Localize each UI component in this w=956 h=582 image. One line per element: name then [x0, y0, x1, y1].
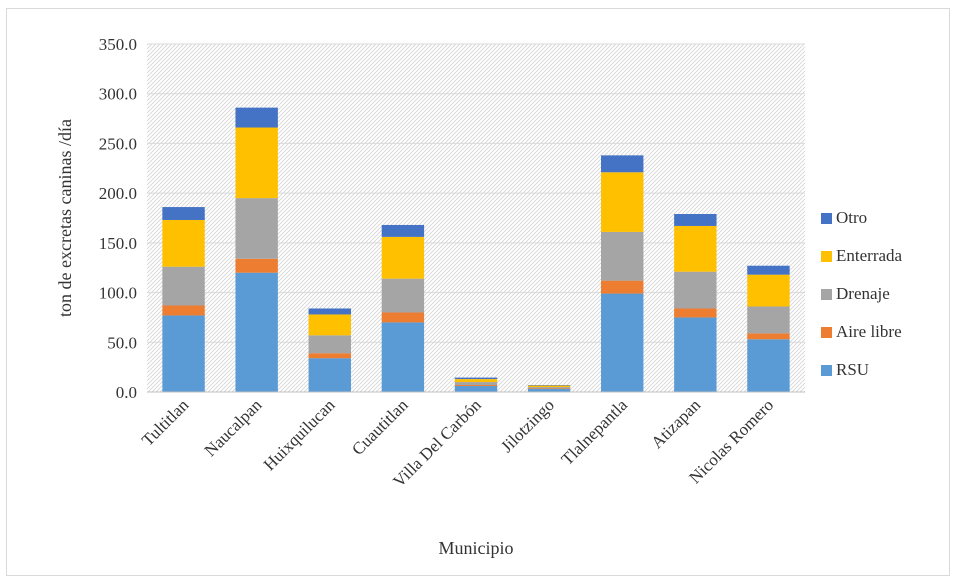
bar-segment-otro — [454, 377, 498, 380]
y-tick-label: 200.0 — [99, 184, 137, 203]
bar-segment-aire-libre — [308, 353, 351, 359]
bar-segment-drenaje — [527, 387, 571, 389]
bar-segment-aire-libre — [674, 308, 717, 318]
legend-swatch — [821, 365, 832, 376]
y-axis-title: ton de excretas caninas /día — [55, 119, 75, 317]
legend-label: Enterrada — [836, 246, 903, 265]
bar-segment-drenaje — [235, 198, 278, 259]
bar-segment-rsu — [454, 386, 498, 392]
chart-frame: 0.0 50.0 100.0 150.0 200.0 250.0 300.0 350.0 Tu… — [6, 8, 950, 576]
bar-segment-otro — [162, 207, 205, 220]
bar-segment-enterrada — [235, 127, 278, 199]
x-tick-label: Jilotzingo — [497, 395, 558, 456]
legend-label: Aire libre — [836, 322, 902, 341]
bar-stacks — [162, 107, 790, 392]
y-axis-tick-labels: 0.0 50.0 100.0 150.0 200.0 250.0 300.0 350.0 — [99, 35, 137, 402]
x-tick-label: Naucalpan — [201, 395, 266, 460]
bar-segment-otro — [308, 308, 351, 315]
bar-segment-otro — [381, 224, 425, 237]
legend-swatch — [821, 327, 832, 338]
bar-segment-rsu — [747, 339, 790, 392]
legend: Otro Enterrada Drenaje Aire libre RSU — [821, 208, 903, 379]
bar-segment-aire-libre — [601, 280, 644, 294]
bar-segment-enterrada — [381, 236, 425, 279]
bar-segment-enterrada — [601, 172, 644, 232]
bar-segment-enterrada — [527, 385, 571, 388]
legend-label: RSU — [836, 360, 869, 379]
y-tick-label: 100.0 — [99, 284, 137, 303]
bar-segment-drenaje — [162, 266, 205, 306]
bar-segment-rsu — [308, 358, 351, 392]
bar-segment-drenaje — [454, 382, 498, 386]
bar-segment-enterrada — [674, 225, 717, 272]
legend-swatch — [821, 251, 832, 262]
bar-segment-rsu — [674, 317, 717, 392]
bar-segment-aire-libre — [235, 258, 278, 273]
bar-segment-aire-libre — [381, 312, 425, 323]
bar-segment-drenaje — [674, 271, 717, 309]
bar-segment-otro — [674, 214, 717, 226]
legend-swatch — [821, 213, 832, 224]
bar-segment-otro — [747, 265, 790, 275]
x-tick-label: Atizapan — [647, 395, 704, 452]
y-tick-label: 250.0 — [99, 134, 137, 153]
y-tick-label: 350.0 — [99, 35, 137, 54]
stacked-bar-chart: 0.0 50.0 100.0 150.0 200.0 250.0 300.0 350.0 Tu… — [55, 35, 903, 558]
x-tick-label: Huixquilucan — [260, 395, 339, 474]
x-tick-label: Tultitlan — [138, 395, 193, 450]
legend-label: Drenaje — [836, 284, 890, 303]
bar-segment-drenaje — [381, 278, 425, 313]
bar-segment-rsu — [381, 322, 425, 392]
bar-segment-enterrada — [308, 314, 351, 336]
bar-segment-aire-libre — [162, 305, 205, 316]
bar-segment-enterrada — [162, 219, 205, 267]
bar-segment-rsu — [235, 272, 278, 392]
bar-segment-rsu — [601, 293, 644, 392]
bar-segment-aire-libre — [454, 385, 498, 387]
y-tick-label: 150.0 — [99, 234, 137, 253]
x-axis-title: Municipio — [439, 538, 514, 558]
x-tick-label: Cuautitlan — [348, 395, 412, 459]
bar-segment-enterrada — [747, 274, 790, 307]
bar-segment-enterrada — [454, 379, 498, 383]
legend-swatch — [821, 289, 832, 300]
y-tick-label: 50.0 — [107, 333, 137, 352]
y-tick-label: 0.0 — [116, 383, 137, 402]
y-tick-label: 300.0 — [99, 85, 137, 104]
bar-segment-drenaje — [747, 306, 790, 334]
bar-segment-otro — [235, 107, 278, 128]
bar-segment-drenaje — [601, 231, 644, 281]
x-tick-label: Tlalnepantla — [558, 395, 632, 469]
bar-segment-otro — [601, 155, 644, 173]
bar-segment-drenaje — [308, 335, 351, 354]
legend-label: Otro — [836, 208, 867, 227]
bar-segment-aire-libre — [747, 333, 790, 340]
bar-segment-rsu — [527, 389, 571, 392]
bar-segment-rsu — [162, 315, 205, 392]
